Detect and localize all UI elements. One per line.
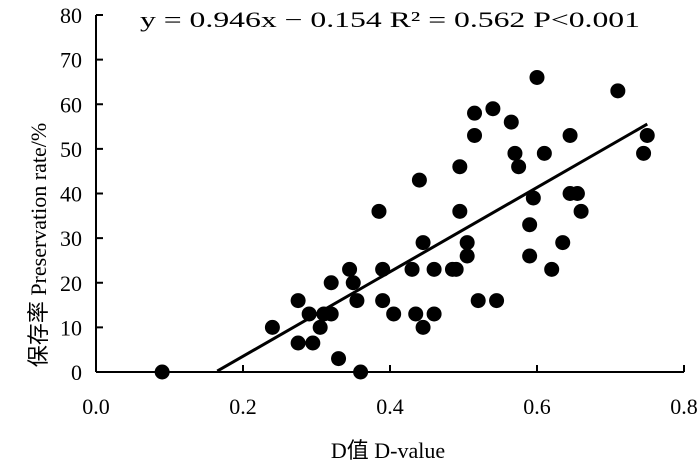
data-point <box>371 203 387 219</box>
data-point <box>503 114 519 130</box>
data-point <box>323 306 339 322</box>
data-point <box>639 127 655 143</box>
data-point <box>489 293 505 309</box>
data-point <box>511 159 527 175</box>
plot-area: 0 10 20 30 40 50 60 70 80 0.0 0.2 0.4 0.6 0.8 <box>60 3 698 419</box>
data-point <box>459 235 475 251</box>
data-point <box>536 145 552 161</box>
x-tick-label: 0.6 <box>523 394 551 419</box>
data-point <box>353 364 369 380</box>
regression-equation: y = 0.946x − 0.154 R² = 0.562 P<0.001 <box>140 7 640 32</box>
data-point <box>312 319 328 335</box>
y-tick-label: 20 <box>60 271 82 296</box>
y-axis-title: 保存率 Preservation rate/% <box>26 123 51 367</box>
data-point <box>426 306 442 322</box>
data-point <box>323 275 339 291</box>
data-point <box>522 217 538 233</box>
x-tick-label: 0.4 <box>376 394 404 419</box>
x-tick-label: 0.8 <box>670 394 698 419</box>
data-point <box>154 364 170 380</box>
data-point <box>290 335 306 351</box>
data-point <box>529 69 545 85</box>
data-point <box>569 186 585 201</box>
data-point <box>345 275 361 291</box>
data-point <box>305 335 321 351</box>
y-tick-label: 30 <box>60 226 82 251</box>
x-tick-label: 0.0 <box>82 394 110 419</box>
data-point <box>386 306 402 322</box>
data-point <box>375 293 391 309</box>
y-tick-label: 80 <box>60 3 82 28</box>
data-point <box>544 261 560 277</box>
data-point <box>264 319 280 335</box>
y-tick-label: 0 <box>71 360 82 385</box>
data-point <box>349 293 365 309</box>
data-point <box>331 351 347 367</box>
x-axis-title: D值 D-value <box>331 438 445 463</box>
y-tick-label: 10 <box>60 315 82 340</box>
data-point <box>485 101 501 117</box>
data-point <box>404 261 420 277</box>
data-point <box>507 145 523 161</box>
y-tick-label: 70 <box>60 48 82 73</box>
data-point <box>470 293 486 309</box>
data-point <box>408 306 424 322</box>
data-point <box>301 306 317 322</box>
x-tick-label: 0.2 <box>229 394 257 419</box>
data-point <box>426 261 442 277</box>
data-point <box>415 235 431 251</box>
data-point <box>562 127 578 143</box>
data-point <box>411 172 427 188</box>
data-point <box>525 190 541 206</box>
data-point <box>467 105 483 121</box>
y-tick-label: 50 <box>60 137 82 162</box>
data-point <box>522 248 538 264</box>
data-point <box>375 261 391 277</box>
data-point <box>452 203 468 219</box>
data-point <box>573 203 589 219</box>
data-point <box>342 261 358 277</box>
data-point <box>452 159 468 175</box>
data-point <box>290 293 306 309</box>
data-point <box>415 319 431 335</box>
y-tick-label: 60 <box>60 92 82 117</box>
data-point <box>448 261 464 277</box>
data-point <box>467 127 483 143</box>
data-point <box>555 235 571 251</box>
data-point <box>610 83 626 99</box>
data-point <box>459 248 475 264</box>
data-point <box>636 145 652 161</box>
y-tick-label: 40 <box>60 182 82 207</box>
regression-line <box>216 122 648 373</box>
